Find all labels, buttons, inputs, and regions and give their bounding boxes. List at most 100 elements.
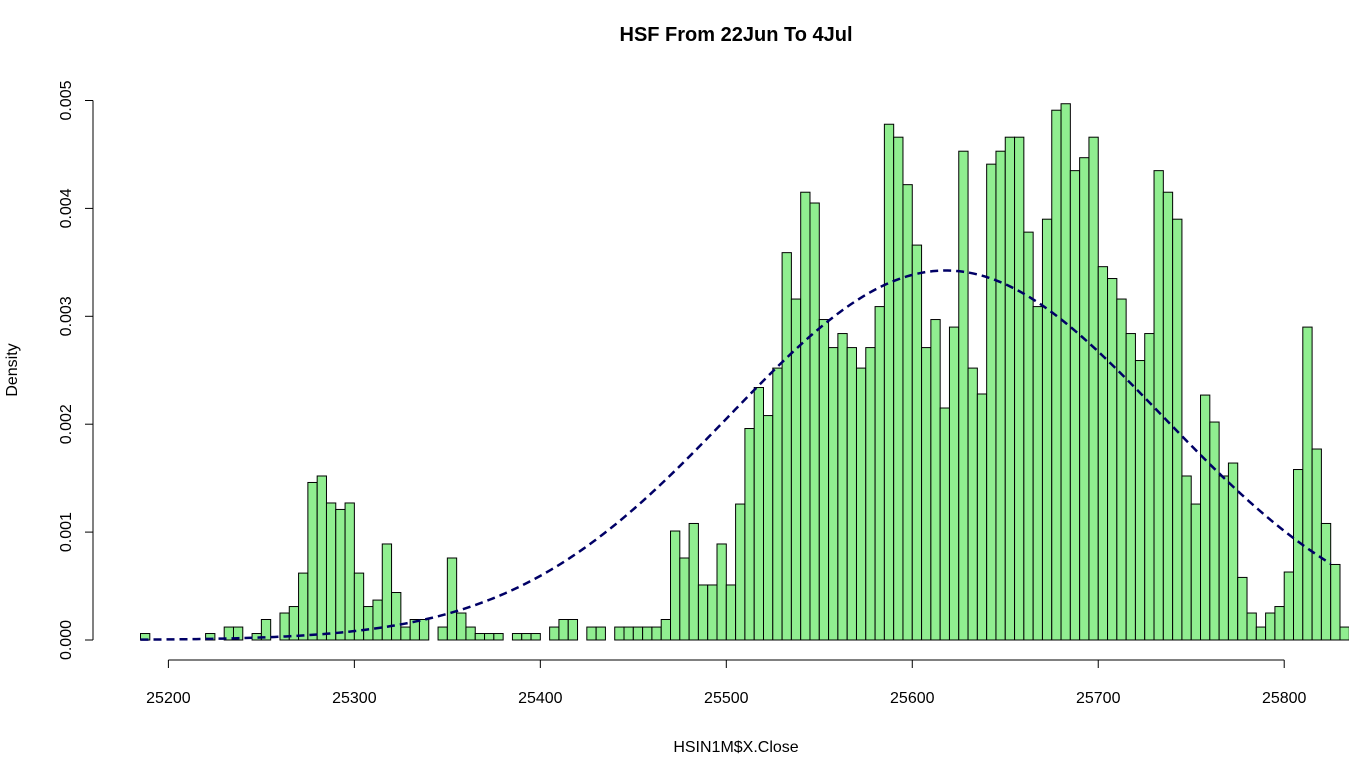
histogram-bar <box>474 633 486 641</box>
histogram-bar <box>1237 576 1248 641</box>
histogram-bar <box>623 626 634 641</box>
histogram-bar <box>958 150 969 641</box>
histogram-bar <box>921 347 932 641</box>
histogram-bar <box>1116 298 1127 641</box>
histogram-bar <box>391 592 402 641</box>
histogram-bar <box>679 557 690 641</box>
x-tick-label: 25400 <box>518 690 563 707</box>
histogram-bar <box>642 626 653 641</box>
y-tick-label: 0.003 <box>58 296 75 336</box>
histogram-bar <box>363 606 374 641</box>
histogram-bar <box>995 150 1006 641</box>
y-tick-label: 0.004 <box>58 188 75 228</box>
histogram-bar <box>809 202 820 641</box>
histogram-bar <box>846 347 857 641</box>
histogram-bar <box>260 619 272 641</box>
x-axis: 25200 25300 25400 25500 25600 25700 25800 <box>146 659 1307 707</box>
histogram-bar <box>418 619 430 641</box>
histogram-bar <box>1125 333 1136 641</box>
histogram-bar <box>883 123 895 641</box>
histogram-bar <box>1218 475 1229 641</box>
histogram-bar <box>818 319 830 641</box>
histogram-bar <box>1283 571 1295 641</box>
histogram-bar <box>232 626 244 641</box>
histogram-bar <box>744 428 755 641</box>
histogram-bar <box>1255 626 1267 641</box>
histogram-bar <box>1079 157 1090 641</box>
histogram-bar <box>558 619 569 641</box>
histogram-bar <box>298 572 309 641</box>
histogram-bar <box>670 530 681 641</box>
histogram-bar <box>567 619 579 641</box>
histogram-bar <box>735 503 746 641</box>
histogram-bar <box>1181 475 1192 641</box>
histogram-bar <box>632 626 644 641</box>
histogram-bar <box>688 522 699 641</box>
histogram-bar <box>511 633 523 641</box>
histogram-bar <box>772 367 783 641</box>
histogram-bar <box>1209 421 1220 641</box>
histogram-bar <box>1339 626 1349 641</box>
histogram-bar <box>586 626 597 641</box>
histogram-bar <box>976 393 988 641</box>
y-tick-label: 0.005 <box>58 80 75 120</box>
histogram-bar <box>1274 606 1285 641</box>
y-axis-label: Density <box>4 343 21 396</box>
histogram-bar <box>948 326 960 641</box>
histogram-bar <box>939 407 950 641</box>
histogram-bar <box>651 626 662 641</box>
histogram-bar <box>1088 136 1099 641</box>
histogram-bar <box>1041 218 1053 641</box>
histogram-bar <box>381 543 393 641</box>
histogram-bar <box>697 584 709 641</box>
x-tick-label: 25600 <box>890 690 935 707</box>
histogram-bar <box>307 481 318 641</box>
histogram-bar <box>549 626 560 641</box>
histogram-bar <box>530 633 541 641</box>
histogram-bar <box>874 306 885 641</box>
histogram-bar <box>595 626 606 641</box>
y-axis: 0.000 0.001 0.002 0.003 0.004 0.005 <box>58 80 94 660</box>
x-axis-label: HSIN1M$X.Close <box>673 739 798 756</box>
histogram-bar <box>521 633 532 641</box>
histogram-bar <box>1014 136 1025 641</box>
x-tick-label: 25200 <box>146 690 191 707</box>
histogram-bar <box>1134 360 1146 641</box>
histogram-bar <box>1023 231 1034 641</box>
histogram-bar <box>716 543 727 641</box>
histogram-bar <box>1265 612 1276 641</box>
x-tick-label: 25500 <box>704 690 749 707</box>
histogram-bar <box>372 599 383 641</box>
histogram-bar <box>800 191 811 641</box>
histogram-bar <box>1069 170 1081 641</box>
histogram-bar <box>855 367 867 641</box>
histogram-bar <box>893 136 904 641</box>
chart-title: HSF From 22Jun To 4Jul <box>620 24 853 46</box>
x-tick-label: 25700 <box>1076 690 1121 707</box>
histogram-bar <box>1302 326 1313 641</box>
histogram-bar <box>325 502 337 641</box>
histogram-bar <box>1330 563 1341 641</box>
histogram-bar <box>837 333 848 641</box>
histogram-bar <box>986 163 997 641</box>
histogram-bar <box>1190 503 1202 641</box>
histogram-bar <box>1153 170 1164 641</box>
histogram-bar <box>1051 109 1062 641</box>
histogram-bar <box>725 584 737 641</box>
histogram-bar <box>335 508 346 641</box>
x-tick-label: 25300 <box>332 690 377 707</box>
histogram-bar <box>400 626 411 641</box>
histogram-bar <box>1293 469 1304 641</box>
y-tick-label: 0.001 <box>58 512 75 552</box>
histogram-bar <box>484 633 495 641</box>
density-curve <box>140 269 1332 641</box>
histogram-bar <box>967 367 978 641</box>
histogram-bar <box>763 415 774 641</box>
histogram-bar <box>1200 394 1211 641</box>
y-tick-label: 0.000 <box>58 620 75 660</box>
histogram-bar <box>493 633 504 641</box>
histogram-bar <box>1144 333 1155 641</box>
histogram-bar <box>753 387 765 641</box>
histogram-bar <box>707 584 718 641</box>
